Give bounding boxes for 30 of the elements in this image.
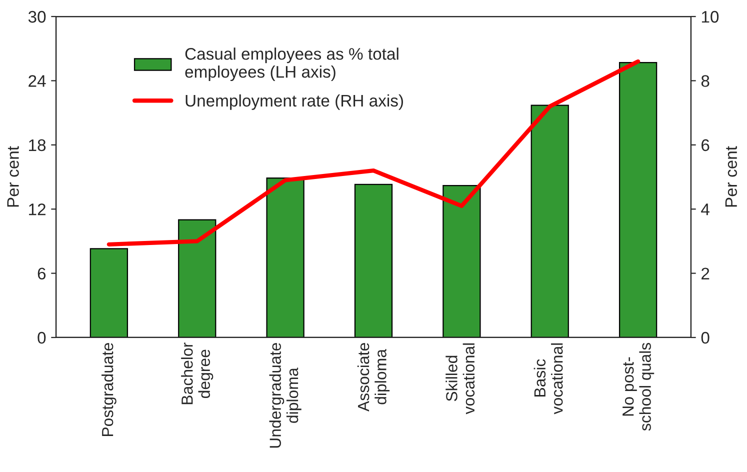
x-tick-label: Skilled vocational — [446, 343, 475, 414]
y2-tick-label: 0 — [701, 332, 710, 344]
bar — [266, 178, 304, 338]
y-tick-label: 0 — [38, 332, 46, 344]
x-tick-label: Bachelor degree — [181, 342, 214, 404]
legend-label: Unemployment rate (RH axis) — [186, 94, 403, 110]
y-tick-label: 6 — [38, 268, 46, 280]
bar — [442, 185, 481, 338]
x-tick-label: Associate diploma — [357, 343, 390, 412]
y-tick-label: 30 — [28, 10, 46, 23]
y-axis-title: Per cent — [7, 146, 19, 207]
x-tick-label: Postgraduate — [101, 343, 116, 436]
x-tick-label: Undergraduate diploma — [269, 343, 302, 448]
y2-axis-title: Per cent — [725, 146, 738, 207]
y2-tick-label: 8 — [701, 75, 710, 87]
bar — [618, 62, 658, 338]
bar — [354, 184, 393, 338]
y2-tick-label: 10 — [702, 10, 719, 23]
bar — [90, 248, 128, 338]
y-tick-label: 24 — [28, 75, 46, 87]
x-tick-label: Basic vocational — [534, 343, 563, 414]
y-tick-label: 12 — [29, 203, 46, 216]
y2-tick-label: 6 — [702, 139, 710, 152]
y2-tick-label: 2 — [702, 268, 710, 280]
x-tick-label: No post- school quals — [622, 342, 654, 431]
legend-label: Casual employees as % total employees (LH axis) — [185, 48, 398, 82]
bar — [178, 219, 216, 338]
bar — [530, 104, 569, 338]
y-tick-label: 18 — [29, 139, 46, 152]
y2-tick-label: 4 — [701, 204, 710, 216]
